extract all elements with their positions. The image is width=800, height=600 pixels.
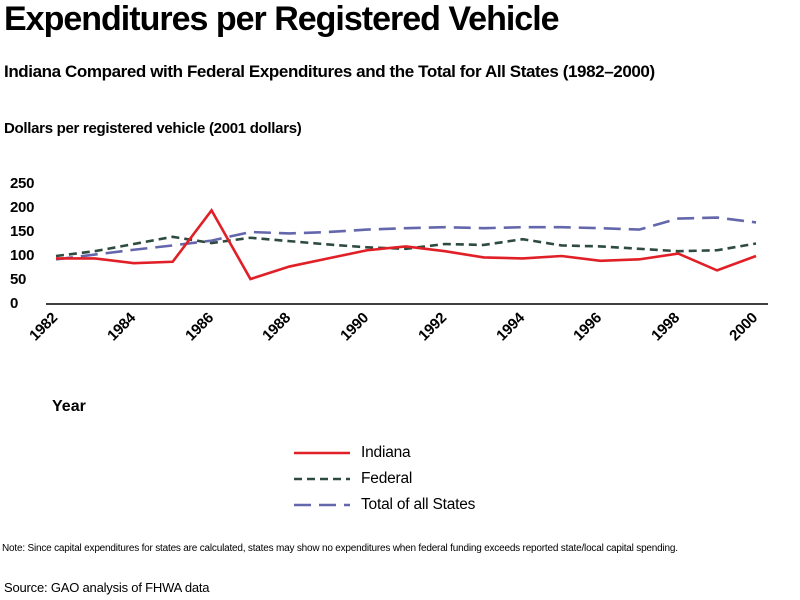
x-tick-label: 1998 — [648, 309, 684, 345]
legend-label-federal: Federal — [361, 470, 413, 487]
legend-label-indiana: Indiana — [361, 444, 411, 461]
legend-item-indiana: Indiana — [293, 440, 475, 466]
x-tick-label: 1988 — [259, 309, 295, 345]
x-tick-label: 1990 — [337, 309, 373, 345]
chart-subtitle: Indiana Compared with Federal Expenditur… — [4, 62, 655, 81]
x-tick-label: 2000 — [726, 309, 761, 345]
federal-line-sample — [294, 477, 350, 481]
y-tick-label: 250 — [10, 175, 35, 192]
y-axis-ticks: 250 200 150 100 50 0 — [10, 175, 46, 318]
source-line: Source: GAO analysis of FHWA data — [4, 580, 210, 595]
legend-item-total-states: Total of all States — [293, 492, 475, 518]
y-tick-label: 200 — [10, 199, 35, 216]
line-chart — [46, 208, 768, 305]
legend-item-federal: Federal — [293, 466, 475, 492]
legend-label-total-states: Total of all States — [361, 496, 476, 513]
x-tick-label: 1994 — [492, 309, 528, 345]
x-tick-label: 1984 — [103, 309, 139, 345]
y-tick-label: 0 — [10, 295, 19, 312]
indiana-line-sample — [294, 451, 350, 455]
y-tick-label: 150 — [10, 223, 35, 240]
footnote: Note: Since capital expenditures for sta… — [2, 543, 678, 554]
total-states-line-sample — [294, 503, 350, 507]
x-tick-label: 1992 — [415, 309, 450, 345]
x-tick-label: 1986 — [181, 309, 217, 345]
x-axis-ticks: 1982 1984 1986 1988 1990 1992 1994 1996 1998 2000 — [26, 306, 776, 370]
x-axis-label: Year — [52, 398, 86, 415]
x-tick-label: 1996 — [570, 309, 606, 345]
chart-title: Expenditures per Registered Vehicle — [4, 0, 560, 38]
y-tick-label: 50 — [10, 271, 27, 288]
legend: Indiana Federal Total of all States — [293, 440, 475, 518]
y-axis-label: Dollars per registered vehicle (2001 dol… — [4, 120, 302, 137]
y-tick-label: 100 — [10, 247, 35, 264]
